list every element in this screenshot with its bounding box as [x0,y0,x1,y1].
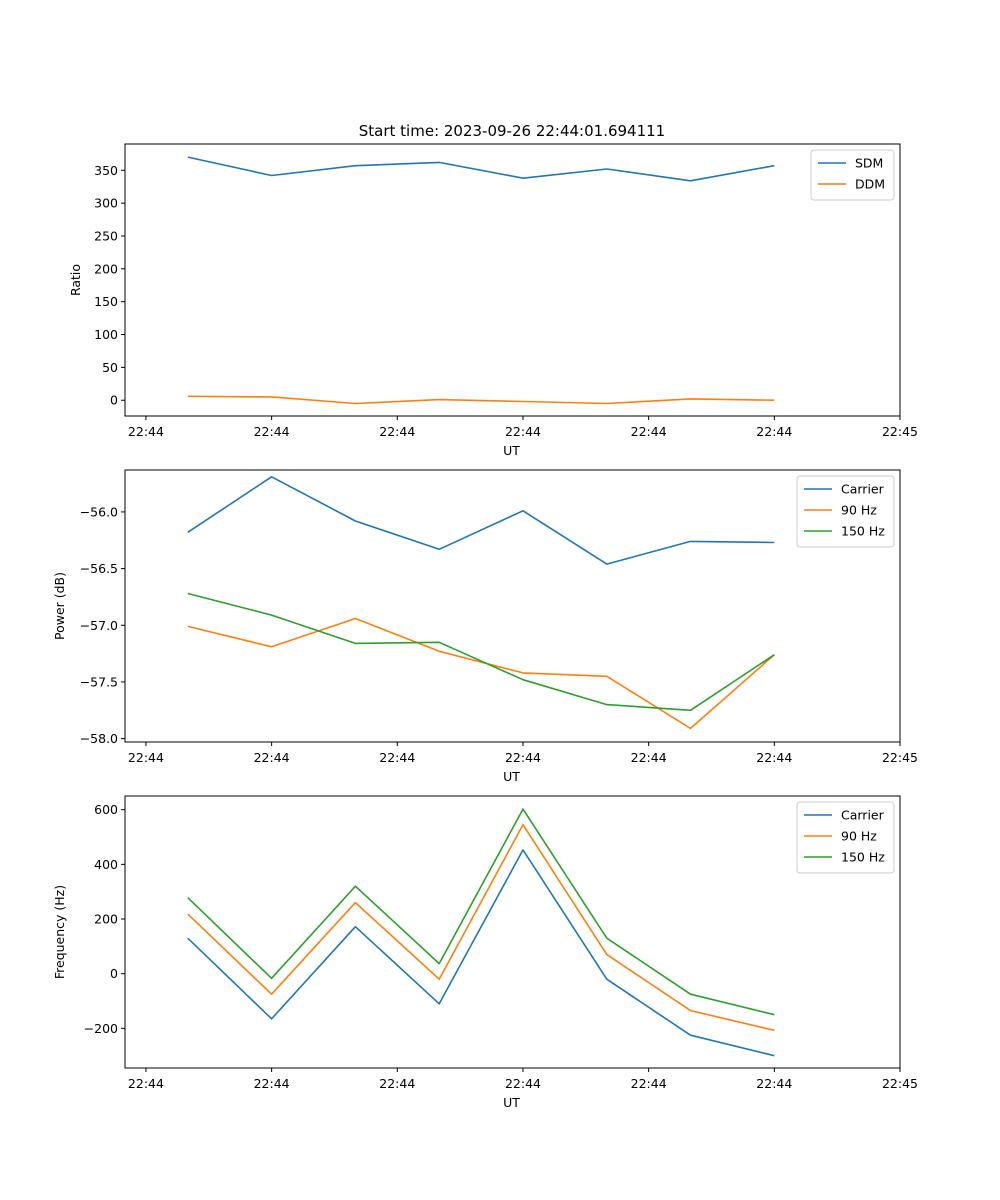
series-line-90-hz [187,617,775,730]
y-tick-label: 200 [94,912,118,927]
y-tick-label: 300 [94,196,118,211]
x-tick-label: 22:45 [882,1076,918,1091]
legend-label: DDM [855,177,885,192]
x-tick-label: 22:44 [379,424,415,439]
legend: Carrier 90 Hz 150 Hz [796,801,895,874]
x-tick-label: 22:44 [128,424,164,439]
x-axis-label: UT [503,443,520,458]
legend: Carrier 90 Hz 150 Hz [796,475,895,548]
x-tick-label: 22:44 [379,750,415,765]
legend-box [796,801,895,874]
y-axis-label: Frequency (Hz) [52,885,67,979]
x-tick-label: 22:44 [631,1076,667,1091]
y-tick-label: 0 [110,393,118,408]
y-tick-label: 0 [110,966,118,981]
figure-title: Start time: 2023-09-26 22:44:01.694111 [359,122,665,140]
y-tick-label: 150 [94,294,118,309]
series-line-90-hz [187,823,775,1032]
legend-label: 150 Hz [841,850,885,865]
y-tick-label: 100 [94,327,118,342]
x-tick-label: 22:44 [254,750,290,765]
series-line-ddm [187,395,775,405]
legend-label: SDM [855,156,883,171]
y-tick-label: 350 [94,163,118,178]
series-line-150-hz [187,592,775,712]
legend-label: 90 Hz [841,829,877,844]
axes-frame [124,469,901,743]
ratio-panel: 0 50 100 150 200 250 300 350 22:44 22:44 22:44 22:4… [68,143,918,458]
legend-label: 90 Hz [841,503,877,518]
x-tick-label: 22:44 [756,750,792,765]
legend: SDM DDM [810,149,895,201]
y-tick-label: 400 [94,857,118,872]
x-tick-label: 22:44 [505,750,541,765]
y-tick-label: −56.5 [80,561,118,576]
legend-box [796,475,895,548]
x-tick-label: 22:44 [128,1076,164,1091]
y-tick-label: −200 [84,1021,118,1036]
legend-label: 150 Hz [841,524,885,539]
x-tick-label: 22:44 [254,1076,290,1091]
x-tick-label: 22:44 [631,424,667,439]
x-tick-label: 22:44 [505,1076,541,1091]
series-line-sdm [187,156,775,182]
y-tick-label: 200 [94,261,118,276]
y-tick-label: 50 [102,360,118,375]
x-tick-label: 22:44 [756,1076,792,1091]
axes-frame [124,795,901,1069]
frequency-panel: −200 0 200 400 600 22:44 22:44 22:44 22:44 22:44 2… [52,795,918,1110]
y-axis-label: Power (dB) [52,572,67,640]
y-axis-label: Ratio [68,264,83,296]
x-tick-label: 22:44 [631,750,667,765]
y-tick-label: 600 [94,802,118,817]
x-tick-label: 22:44 [505,424,541,439]
x-tick-label: 22:45 [882,424,918,439]
x-tick-label: 22:44 [379,1076,415,1091]
y-tick-label: −58.0 [80,731,118,746]
x-tick-label: 22:45 [882,750,918,765]
y-tick-label: −57.5 [80,674,118,689]
y-tick-label: −57.0 [80,618,118,633]
y-tick-label: −56.0 [80,504,118,519]
series-line-150-hz [187,808,775,1016]
axes-frame [124,143,901,417]
series-line-carrier [187,849,775,1057]
x-tick-label: 22:44 [128,750,164,765]
legend-label: Carrier [841,808,885,823]
x-tick-label: 22:44 [756,424,792,439]
x-tick-label: 22:44 [254,424,290,439]
power-panel: −58.0 −57.5 −57.0 −56.5 −56.0 22:44 22:44 22:44… [52,469,918,784]
x-axis-label: UT [503,1095,520,1110]
series-line-carrier [187,475,775,565]
legend-label: Carrier [841,482,885,497]
y-tick-label: 250 [94,228,118,243]
x-axis-label: UT [503,769,520,784]
